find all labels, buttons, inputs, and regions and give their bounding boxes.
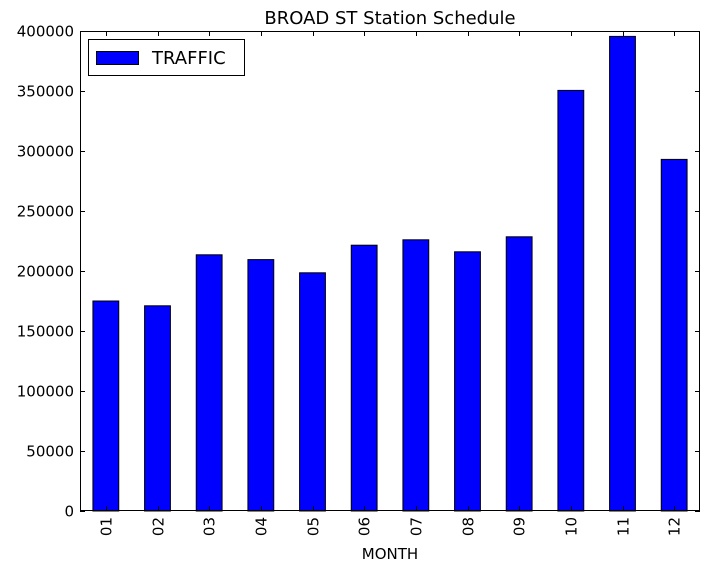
x-tick-label-04: 04	[253, 517, 271, 536]
bar-11	[609, 35, 636, 512]
x-tick-label-03: 03	[201, 517, 219, 536]
legend-swatch-traffic	[96, 51, 139, 65]
bar-06	[350, 244, 378, 512]
bar-02	[144, 305, 171, 512]
plot-frame	[80, 31, 700, 511]
bar-07	[402, 239, 430, 512]
legend-label-traffic: TRAFFIC	[151, 48, 226, 69]
y-axis: 0 50000 100000 150000 200000 250000 300000 3500…	[17, 23, 700, 521]
x-axis: 01 02 03 04 05 06 07 08 09 10 11 12	[98, 31, 684, 536]
y-tick-label: 0	[64, 503, 74, 521]
x-tick-label-10: 10	[563, 517, 581, 536]
bar-03	[195, 254, 223, 512]
bar-05	[299, 272, 326, 512]
bar-08	[454, 251, 481, 512]
bar-12	[660, 158, 688, 512]
bar-09	[505, 236, 533, 512]
y-tick-label: 250000	[17, 203, 74, 221]
bars-group	[92, 35, 688, 512]
chart-title: BROAD ST Station Schedule	[264, 8, 515, 29]
bar-04	[247, 259, 275, 512]
x-tick-label-05: 05	[305, 517, 323, 536]
y-tick-label: 150000	[17, 323, 74, 341]
y-tick-label: 200000	[17, 263, 74, 281]
x-tick-label-01: 01	[98, 517, 116, 536]
y-tick-label: 100000	[17, 383, 74, 401]
legend: TRAFFIC	[88, 39, 245, 76]
x-tick-label-07: 07	[408, 517, 426, 536]
x-tick-label-11: 11	[615, 517, 633, 536]
y-tick-label: 400000	[17, 23, 74, 41]
x-tick-label-12: 12	[666, 517, 684, 536]
x-axis-label: MONTH	[362, 545, 418, 563]
x-tick-label-08: 08	[460, 517, 478, 536]
bar-01	[92, 300, 120, 512]
x-tick-label-02: 02	[150, 517, 168, 536]
y-tick-label: 300000	[17, 143, 74, 161]
x-tick-label-09: 09	[511, 517, 529, 536]
x-tick-label-06: 06	[356, 517, 374, 536]
y-tick-label: 350000	[17, 83, 74, 101]
bar-10	[557, 89, 585, 512]
y-tick-label: 50000	[26, 443, 74, 461]
